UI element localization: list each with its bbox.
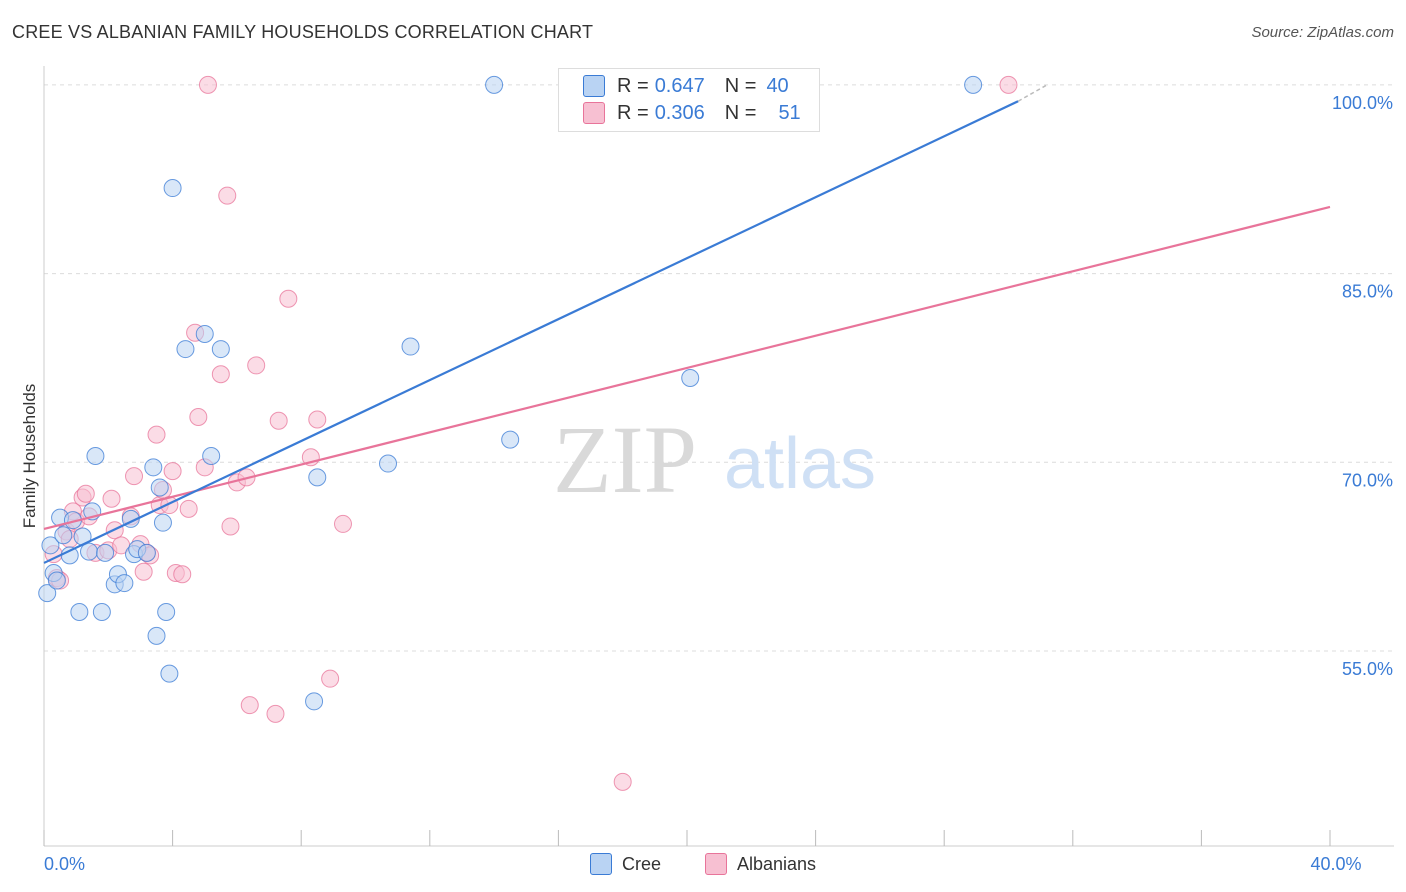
n-label: N = [724,101,757,124]
trend-layer [43,84,1331,564]
cree-point [147,626,166,645]
cree-point [401,337,420,356]
cree-point [160,664,179,683]
source-label: Source: ZipAtlas.com [1251,24,1394,41]
cree-point [153,513,172,532]
y-axis-title: Family Households [20,383,39,529]
cree-point [305,692,324,711]
y-tick-label: 55.0% [1342,659,1393,679]
correlation-legend: R = 0.647 N = 40 R = 0.306 N = 51 [558,68,820,132]
albanians-point [266,704,285,723]
cree-point [195,324,214,343]
albanians-point [134,562,153,581]
n-label: N = [724,74,757,97]
x-tick-label: 40.0% [1310,854,1361,874]
cree-point [157,603,176,621]
albanians-point [999,75,1018,94]
albanians-point [189,408,208,426]
albanians-point [198,75,217,94]
albanians-point [173,565,192,584]
albanians-swatch [583,102,605,124]
series-legend: Cree Albanians [0,852,1406,876]
r-label: R = [617,74,649,97]
cree-point [115,574,134,593]
r-value: 0.306 [654,101,705,124]
albanians-point [308,410,327,429]
albanians-point [279,289,298,308]
y-tick-label: 85.0% [1342,282,1393,302]
legend-label-cree: Cree [621,853,661,874]
y-tick-label: 70.0% [1342,470,1393,490]
albanians-point [102,489,121,508]
cree-point [60,546,79,565]
cree-point [86,447,105,465]
albanians-point [333,514,352,533]
albanians-point [211,365,230,384]
axis-layer [43,66,1394,847]
cree-trend-extension [1017,84,1048,102]
albanians-point [125,467,144,486]
albanians-trend-line [43,205,1331,531]
albanians-point [147,425,166,444]
legend-label-albanians: Albanians [736,853,817,874]
tick-label-layer: 55.0% 70.0% 85.0% 100.0% 0.0% 40.0% [44,93,1393,874]
cree-point [92,603,111,621]
legend-row-albanians: R = 0.306 N = 51 [583,100,801,126]
legend-item-cree[interactable]: Cree [589,852,661,876]
y-tick-label: 100.0% [1332,93,1393,113]
albanians-point [76,484,95,503]
x-tick-label: 0.0% [44,854,85,874]
cree-point [144,458,163,477]
cree-swatch [589,853,612,875]
points-layer [38,75,1018,791]
cree-point [379,454,398,473]
cree-point [176,340,195,359]
cree-point [964,75,983,94]
legend-item-albanians[interactable]: Albanians [704,852,817,876]
watermark-atlas: atlas [724,424,876,504]
albanians-point [269,411,288,430]
cree-point [485,75,504,94]
albanians-point [179,499,198,518]
cree-point [501,430,520,449]
albanians-point [221,517,240,536]
cree-point [211,340,230,359]
watermark-zip: ZIP [553,406,697,513]
legend-row-cree: R = 0.647 N = 40 [583,73,789,99]
cree-point [150,478,169,497]
cree-point [681,369,700,387]
albanians-point [163,462,182,481]
watermark: ZIP atlas [553,406,876,513]
cree-point [54,526,73,545]
cree-swatch [583,75,605,97]
cree-point [163,179,182,198]
cree-point [137,543,156,562]
cree-trend-line [43,100,1019,564]
cree-point [96,543,115,562]
n-value: 51 [778,101,801,124]
albanians-point [240,696,259,715]
cree-point [41,536,60,555]
r-label: R = [617,101,649,124]
cree-point [80,542,99,561]
albanians-swatch [704,853,727,875]
n-value: 40 [766,74,789,97]
albanians-point [321,669,340,688]
cree-point [47,571,66,590]
cree-point [38,584,57,603]
cree-point [70,603,89,621]
chart-title: CREE VS ALBANIAN FAMILY HOUSEHOLDS CORRE… [12,22,594,42]
albanians-point [613,772,632,791]
cree-point [308,468,327,487]
albanians-point [247,356,266,375]
albanians-point [218,186,237,205]
cree-point [202,447,221,465]
r-value: 0.647 [654,74,705,97]
grid-layer [44,84,1394,652]
